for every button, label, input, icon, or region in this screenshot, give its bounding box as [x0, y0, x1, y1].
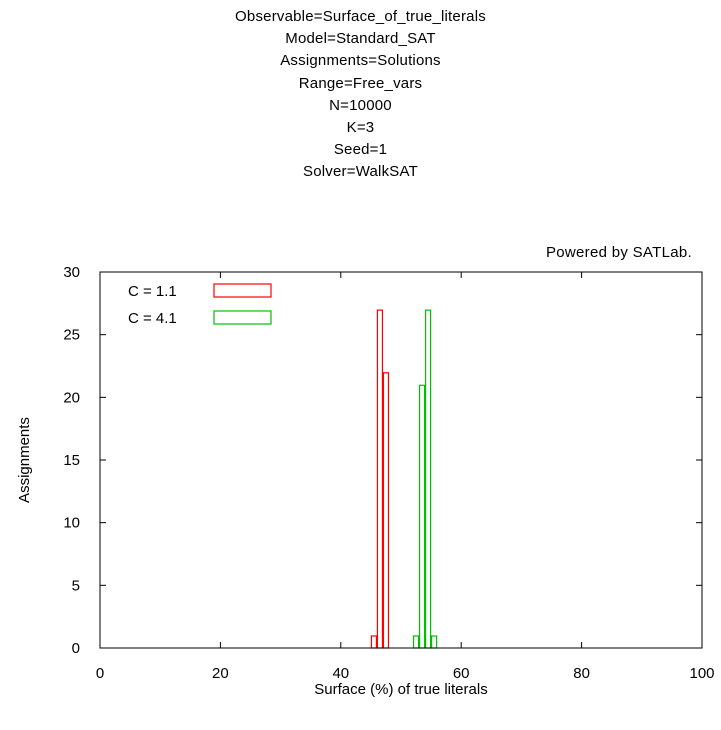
- axis-ticks: 0 20 40 60 80 100 0 5 10 15 20 25 30: [63, 264, 714, 682]
- y-tick-label: 20: [63, 389, 80, 406]
- x-tick-label: 100: [689, 665, 714, 682]
- y-tick-label: 25: [63, 327, 80, 344]
- title-line-model: Model=Standard_SAT: [285, 30, 436, 48]
- legend-swatch: [213, 310, 272, 325]
- histogram-bar: [370, 635, 378, 649]
- y-tick-label: 10: [63, 515, 80, 532]
- histogram-bar: [412, 635, 420, 649]
- histogram-bar: [424, 309, 432, 649]
- title-line-assignments: Assignments=Solutions: [280, 52, 441, 70]
- plot-frame: [99, 271, 703, 649]
- histogram-bar: [431, 635, 438, 649]
- y-tick-label: 5: [72, 577, 80, 594]
- legend-label: C = 1.1: [128, 283, 177, 300]
- histogram-bar: [376, 309, 384, 649]
- x-axis-label: Surface (%) of true literals: [314, 681, 487, 698]
- legend-swatch: [213, 283, 272, 298]
- y-tick-label: 0: [72, 640, 80, 657]
- histogram-bar: [418, 384, 426, 649]
- title-line-solver: Solver=WalkSAT: [303, 163, 418, 181]
- title-line-n: N=10000: [329, 96, 392, 114]
- x-tick-label: 20: [212, 665, 229, 682]
- x-tick-label: 60: [453, 665, 470, 682]
- title-line-k: K=3: [346, 118, 375, 136]
- x-tick-label: 0: [96, 665, 104, 682]
- legend-label: C = 4.1: [128, 310, 177, 327]
- x-tick-label: 40: [332, 665, 349, 682]
- y-axis-label: Assignments: [16, 417, 33, 503]
- y-tick-label: 15: [63, 452, 80, 469]
- x-tick-label: 80: [573, 665, 590, 682]
- chart-legend: C = 1.1 C = 4.1: [128, 283, 272, 327]
- title-line-seed: Seed=1: [333, 141, 388, 159]
- chart-title-block: Observable=Surface_of_true_literals Mode…: [0, 6, 721, 184]
- histogram-bars: [370, 309, 438, 649]
- powered-by-credit: Powered by SATLab.: [545, 244, 692, 261]
- histogram-bar: [382, 372, 390, 649]
- title-line-range: Range=Free_vars: [298, 74, 423, 92]
- title-line-observable: Observable=Surface_of_true_literals: [235, 8, 486, 25]
- y-tick-label: 30: [63, 264, 80, 281]
